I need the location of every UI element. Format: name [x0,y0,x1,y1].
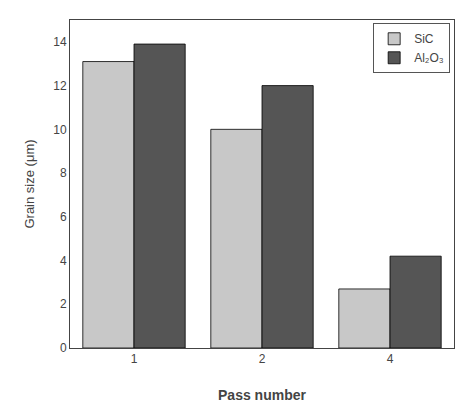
svg-text:14: 14 [53,35,67,49]
svg-text:10: 10 [53,123,67,137]
svg-text:0: 0 [60,341,67,355]
svg-text:Pass number: Pass number [218,387,306,403]
svg-text:8: 8 [60,166,67,180]
svg-text:2: 2 [259,352,266,366]
svg-text:Grain size (μm): Grain size (μm) [22,139,37,228]
svg-text:6: 6 [60,210,67,224]
svg-text:12: 12 [53,79,67,93]
svg-text:Al₂O₃: Al₂O₃ [414,51,444,65]
svg-text:4: 4 [60,254,67,268]
svg-text:1: 1 [131,352,138,366]
svg-text:2: 2 [60,297,67,311]
svg-text:SiC: SiC [414,32,434,46]
svg-text:4: 4 [387,352,394,366]
